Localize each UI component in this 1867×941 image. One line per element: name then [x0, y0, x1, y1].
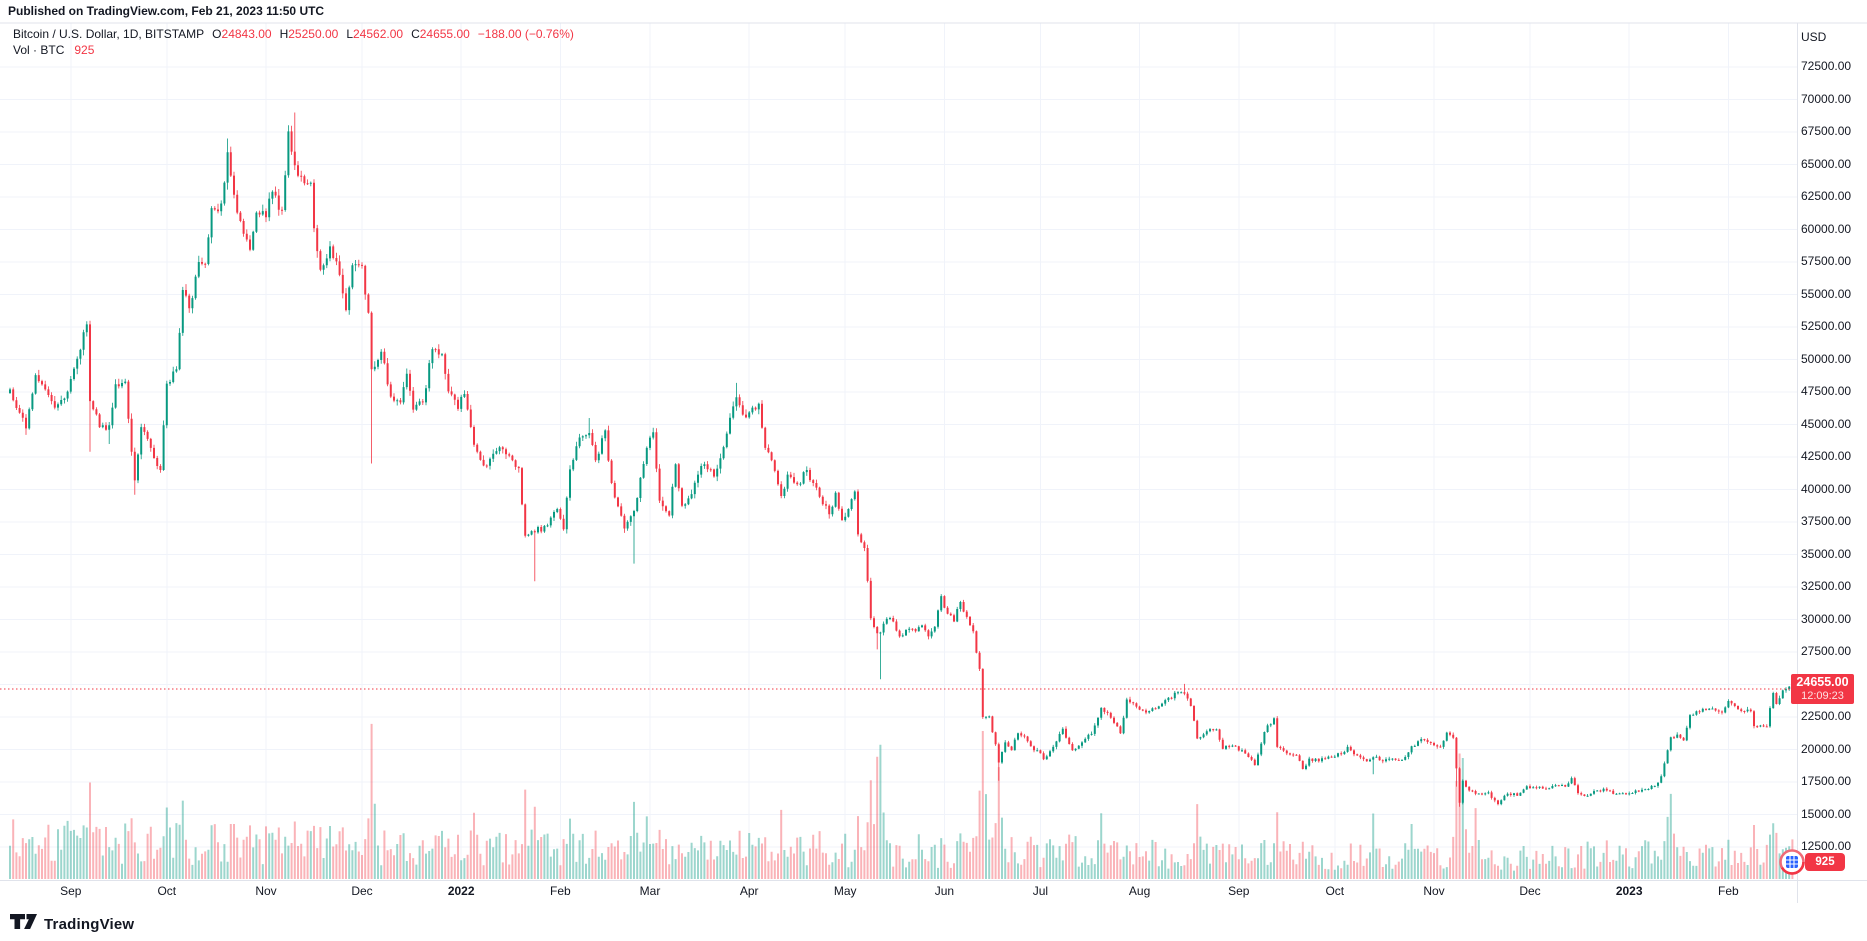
time-axis-label: Aug — [1128, 884, 1151, 898]
last-price-value: 24655.00 — [1796, 675, 1849, 689]
time-axis-label: Sep — [1228, 884, 1250, 898]
price-tick-label: 32500.00 — [1801, 579, 1852, 593]
time-axis-label: Mar — [639, 884, 661, 898]
last-price-badge: 24655.00 12:09:23 — [1791, 674, 1854, 704]
time-axis[interactable]: Sep Oct Nov Dec 2022 Feb Mar Apr May Jun Jul Aug Sep… — [0, 884, 1800, 902]
time-axis-label: Oct — [157, 884, 177, 898]
time-axis-label: May — [833, 884, 857, 898]
price-tick-label: 45000.00 — [1801, 417, 1852, 431]
volume-value: 925 — [74, 43, 95, 57]
volume-indicator-label: Vol · BTC — [13, 43, 65, 57]
price-tick-label: 52500.00 — [1801, 319, 1852, 333]
price-tick-label: 62500.00 — [1801, 189, 1852, 203]
price-tick-label: 37500.00 — [1801, 514, 1852, 528]
symbol-title: Bitcoin / U.S. Dollar, 1D, BITSTAMP — [13, 27, 205, 41]
time-axis-label: 2023 — [1615, 884, 1643, 898]
price-tick-label: 47500.00 — [1801, 384, 1852, 398]
time-axis-label: Sep — [60, 884, 82, 898]
price-tick-label: 50000.00 — [1801, 352, 1852, 366]
change-value: −188.00 (−0.76%) — [477, 27, 574, 41]
time-axis-label: Dec — [351, 884, 373, 898]
price-tick-label: 35000.00 — [1801, 547, 1852, 561]
price-tick-label: 20000.00 — [1801, 742, 1852, 756]
price-tick-label: 27500.00 — [1801, 644, 1852, 658]
legend-symbol-row: Bitcoin / U.S. Dollar, 1D, BITSTAMP O248… — [13, 27, 574, 41]
price-tick-label: 60000.00 — [1801, 222, 1852, 236]
price-tick-label: 67500.00 — [1801, 124, 1852, 138]
ohlc-close: C24655.00 — [411, 27, 470, 41]
time-axis-label: Dec — [1519, 884, 1541, 898]
price-tick-label: 57500.00 — [1801, 254, 1852, 268]
price-tick-label: 15000.00 — [1801, 807, 1852, 821]
price-tick-label: 55000.00 — [1801, 287, 1852, 301]
price-tick-label: 12500.00 — [1801, 839, 1852, 853]
price-tick-label: 22500.00 — [1801, 709, 1852, 723]
bar-countdown-timer: 12:09:23 — [1801, 690, 1844, 702]
price-tick-label: 42500.00 — [1801, 449, 1852, 463]
time-axis-label: Feb — [550, 884, 571, 898]
time-axis-label: Oct — [1325, 884, 1345, 898]
legend-volume-row: Vol · BTC 925 — [13, 43, 574, 57]
volume-value-badge: 925 — [1805, 853, 1845, 871]
tradingview-logo-text: TradingView — [44, 915, 135, 933]
time-axis-label: Feb — [1718, 884, 1739, 898]
published-bar: Published on TradingView.com, Feb 21, 20… — [8, 4, 325, 18]
time-axis-label: Nov — [255, 884, 277, 898]
price-tick-label: 72500.00 — [1801, 59, 1852, 73]
price-tick-label: 40000.00 — [1801, 482, 1852, 496]
time-axis-label: Jul — [1032, 884, 1049, 898]
time-axis-label: Jun — [934, 884, 955, 898]
tradingview-footer-link[interactable]: TradingView — [10, 912, 134, 936]
tradingview-logo-icon — [10, 912, 37, 936]
price-axis-currency-label: USD — [1801, 30, 1827, 44]
volume-indicator-icon — [1778, 848, 1806, 876]
ohlc-high: H25250.00 — [279, 27, 339, 41]
time-axis-label: Nov — [1423, 884, 1445, 898]
ohlc-open: O24843.00 — [212, 27, 272, 41]
price-axis[interactable]: USD 72500.00 70000.00 67500.00 65000.00 6250… — [1801, 0, 1865, 941]
price-tick-label: 70000.00 — [1801, 92, 1852, 106]
price-tick-label: 17500.00 — [1801, 774, 1852, 788]
price-tick-label: 30000.00 — [1801, 612, 1852, 626]
time-axis-label: 2022 — [447, 884, 475, 898]
chart-legend: Bitcoin / U.S. Dollar, 1D, BITSTAMP O248… — [13, 27, 574, 57]
time-axis-label: Apr — [739, 884, 759, 898]
price-tick-label: 65000.00 — [1801, 157, 1852, 171]
ohlc-low: L24562.00 — [346, 27, 404, 41]
